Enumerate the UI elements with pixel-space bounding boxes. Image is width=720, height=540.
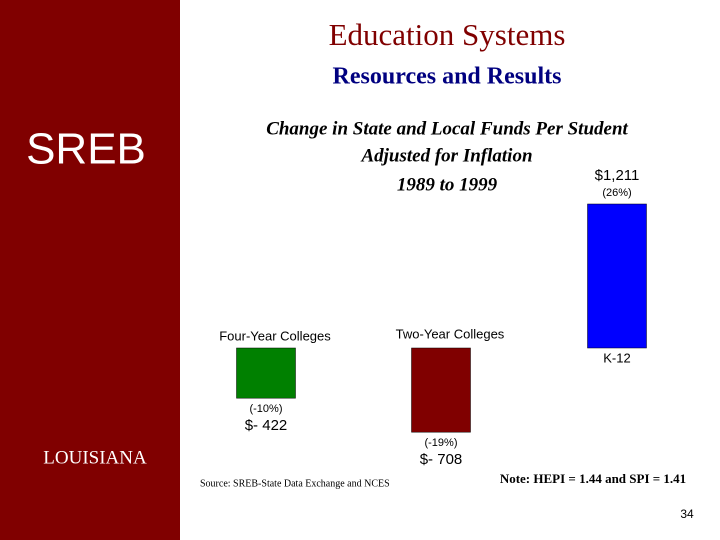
value-label: $- 708 bbox=[420, 451, 463, 468]
chart-title: Adjusted for Inflation bbox=[360, 145, 532, 166]
page-number: 34 bbox=[680, 507, 694, 521]
bar bbox=[587, 203, 647, 349]
category-label: Two-Year Colleges bbox=[396, 326, 505, 341]
note: Note: HEPI = 1.44 and SPI = 1.41 bbox=[500, 471, 686, 486]
value-label: $- 422 bbox=[245, 417, 288, 434]
source: Source: SREB-State Data Exchange and NCE… bbox=[200, 478, 390, 489]
slide-subtitle: Resources and Results bbox=[333, 64, 562, 90]
category-label: K-12 bbox=[603, 350, 630, 365]
chart-title: Change in State and Local Funds Per Stud… bbox=[266, 118, 628, 139]
percent-label: (-10%) bbox=[249, 403, 282, 415]
bar bbox=[236, 347, 296, 399]
sidebar bbox=[0, 0, 180, 540]
slide-title: Education Systems bbox=[329, 17, 566, 52]
chart-title: 1989 to 1999 bbox=[397, 174, 498, 195]
category-label: Four-Year Colleges bbox=[219, 328, 331, 343]
logo: SREB bbox=[26, 125, 146, 174]
percent-label: (-19%) bbox=[424, 437, 457, 449]
state-name: LOUISIANA bbox=[43, 447, 147, 468]
percent-label: (26%) bbox=[602, 187, 631, 199]
bar bbox=[411, 347, 471, 433]
value-label: $1,211 bbox=[595, 167, 640, 184]
